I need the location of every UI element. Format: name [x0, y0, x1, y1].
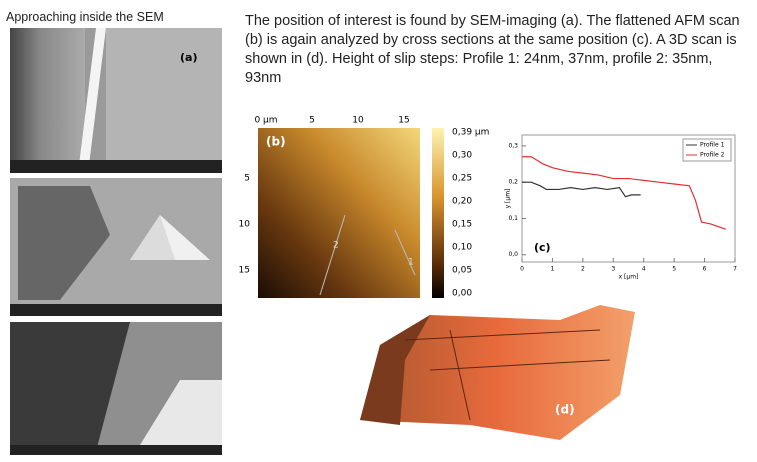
- x-tick-label: 1: [551, 266, 555, 273]
- x-tick-label: 6: [703, 266, 707, 273]
- chart-label: (c): [534, 241, 551, 254]
- y-axis-label: y [µm]: [505, 189, 512, 209]
- colorbar-tick: 0,00: [452, 289, 472, 299]
- sem-image-1: [10, 28, 222, 173]
- legend-label: Profile 1: [700, 142, 725, 149]
- afm-y-tick: 5: [244, 174, 250, 184]
- sem-image-2: [10, 178, 222, 316]
- sem-label: (a): [180, 51, 197, 64]
- x-axis-label: x [µm]: [619, 274, 639, 281]
- figures: (a) (b) 2 1 0 µm51015510150,39 µm0,300,2…: [0, 0, 757, 462]
- colorbar-tick: 0,20: [452, 197, 472, 207]
- colorbar-tick: 0,15: [452, 220, 472, 230]
- afm-image: [258, 128, 444, 298]
- scan-3d: [360, 305, 635, 440]
- x-tick-label: 3: [611, 266, 615, 273]
- profile-mark: 1: [408, 258, 414, 268]
- y-tick-label: 0,1: [508, 215, 518, 222]
- afm-x-tick: 5: [309, 116, 315, 126]
- profile-line: [522, 182, 641, 197]
- afm-y-tick: 15: [239, 266, 250, 276]
- colorbar-tick: 0,05: [452, 266, 472, 276]
- scan3d-label: (d): [555, 403, 575, 417]
- x-tick-label: 0: [520, 266, 524, 273]
- profile-mark: 2: [333, 241, 339, 251]
- afm-x-tick: 0 µm: [254, 116, 277, 126]
- colorbar-tick: 0,25: [452, 174, 472, 184]
- colorbar-tick: 0,30: [452, 151, 472, 161]
- legend-label: Profile 2: [700, 152, 725, 159]
- sem-image-3: [10, 322, 222, 455]
- x-tick-label: 5: [672, 266, 676, 273]
- colorbar-tick: 0,10: [452, 243, 472, 253]
- afm-y-tick: 10: [239, 220, 251, 230]
- x-tick-label: 7: [733, 266, 737, 273]
- page: Approaching inside the SEM The position …: [0, 0, 757, 462]
- y-tick-label: 0,0: [508, 251, 518, 258]
- colorbar-tick: 0,39 µm: [452, 128, 489, 138]
- afm-label: (b): [266, 135, 286, 149]
- y-tick-label: 0,2: [508, 179, 518, 186]
- x-tick-label: 2: [581, 266, 585, 273]
- profile-line: [522, 157, 726, 230]
- afm-x-tick: 10: [352, 116, 364, 126]
- y-tick-label: 0,3: [508, 142, 518, 149]
- afm-x-tick: 15: [398, 116, 409, 126]
- x-tick-label: 4: [642, 266, 646, 273]
